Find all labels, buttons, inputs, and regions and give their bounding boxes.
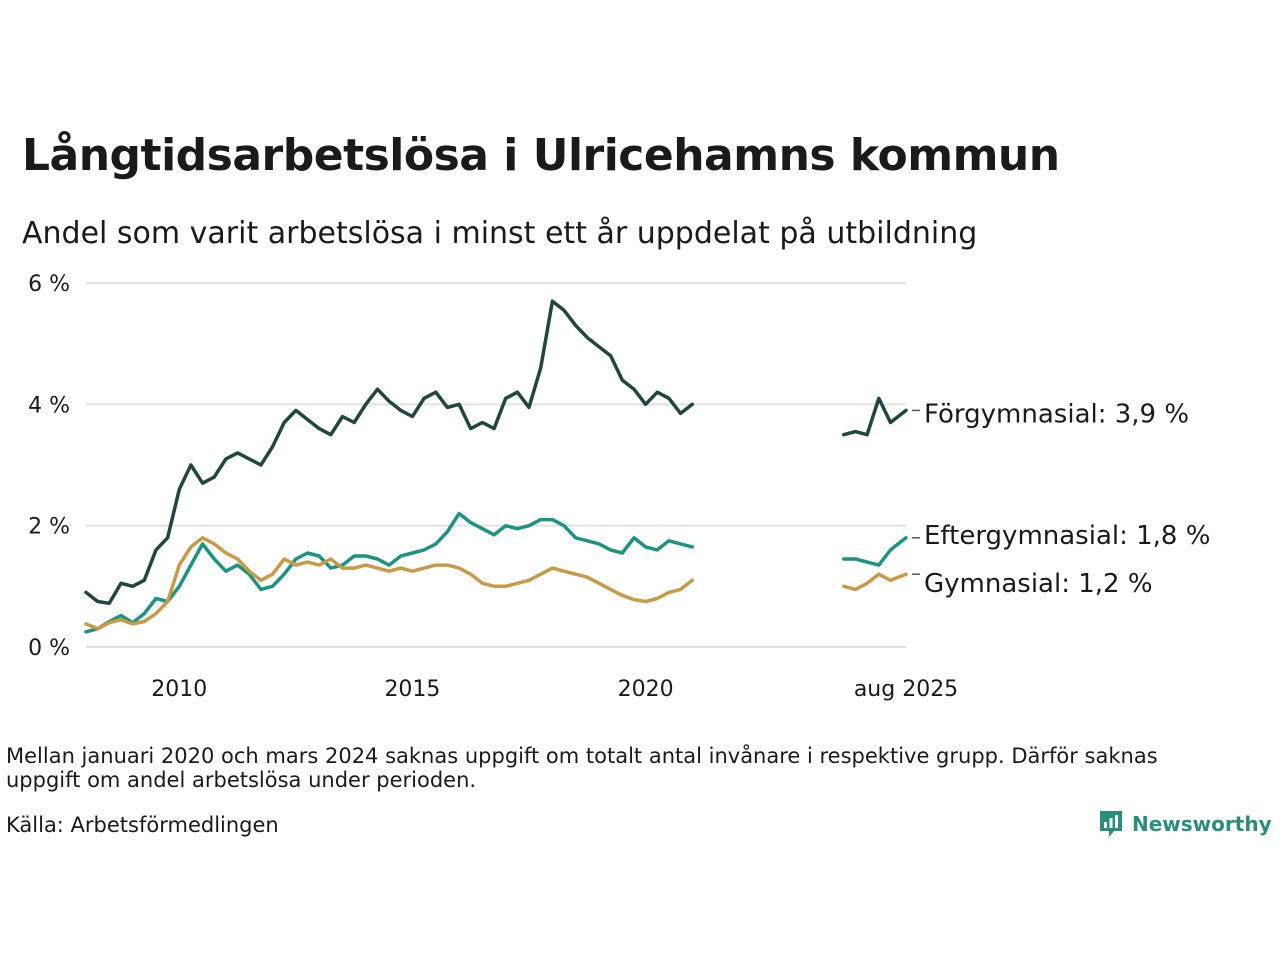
gridlines [86,282,906,648]
brand-name: Newsworthy [1132,812,1272,836]
y-tick-label: 6 % [28,272,70,297]
y-tick-label: 4 % [28,393,70,418]
y-tick-label: 0 % [28,636,70,661]
series-line-förgymnasial [84,299,908,606]
chart-title: Långtidsarbetslösa i Ulricehamns kommun [22,130,1060,181]
x-tick-label: aug 2025 [854,677,958,702]
series-end-label: Förgymnasial: 3,9 % [924,399,1189,429]
chart-subtitle: Andel som varit arbetslösa i minst ett å… [22,216,978,251]
chart-footnote: Mellan januari 2020 och mars 2024 saknas… [6,744,1158,792]
series-line-gymnasial [84,536,908,631]
chart-source: Källa: Arbetsförmedlingen [6,813,279,837]
x-tick-label: 2020 [618,677,674,702]
series-line-eftergymnasial [84,511,908,634]
newsworthy-logo[interactable]: Newsworthy [1098,808,1272,840]
series-lines [84,299,908,634]
line-chart: 0 % 2 % 4 % 6 % 2010 2015 2020 aug 2025 Förgym… [28,272,1210,702]
series-end-label: Eftergymnasial: 1,8 % [924,521,1210,551]
x-axis: 2010 2015 2020 aug 2025 [151,677,958,702]
series-end-label: Gymnasial: 1,2 % [924,569,1153,599]
series-end-labels: Förgymnasial: 3,9 % Eftergymnasial: 1,8 %… [912,399,1210,599]
newsworthy-logo-icon [1100,811,1122,837]
x-tick-label: 2010 [151,677,207,702]
x-tick-label: 2015 [384,677,440,702]
y-tick-label: 2 % [28,515,70,540]
y-axis: 0 % 2 % 4 % 6 % [28,272,70,661]
